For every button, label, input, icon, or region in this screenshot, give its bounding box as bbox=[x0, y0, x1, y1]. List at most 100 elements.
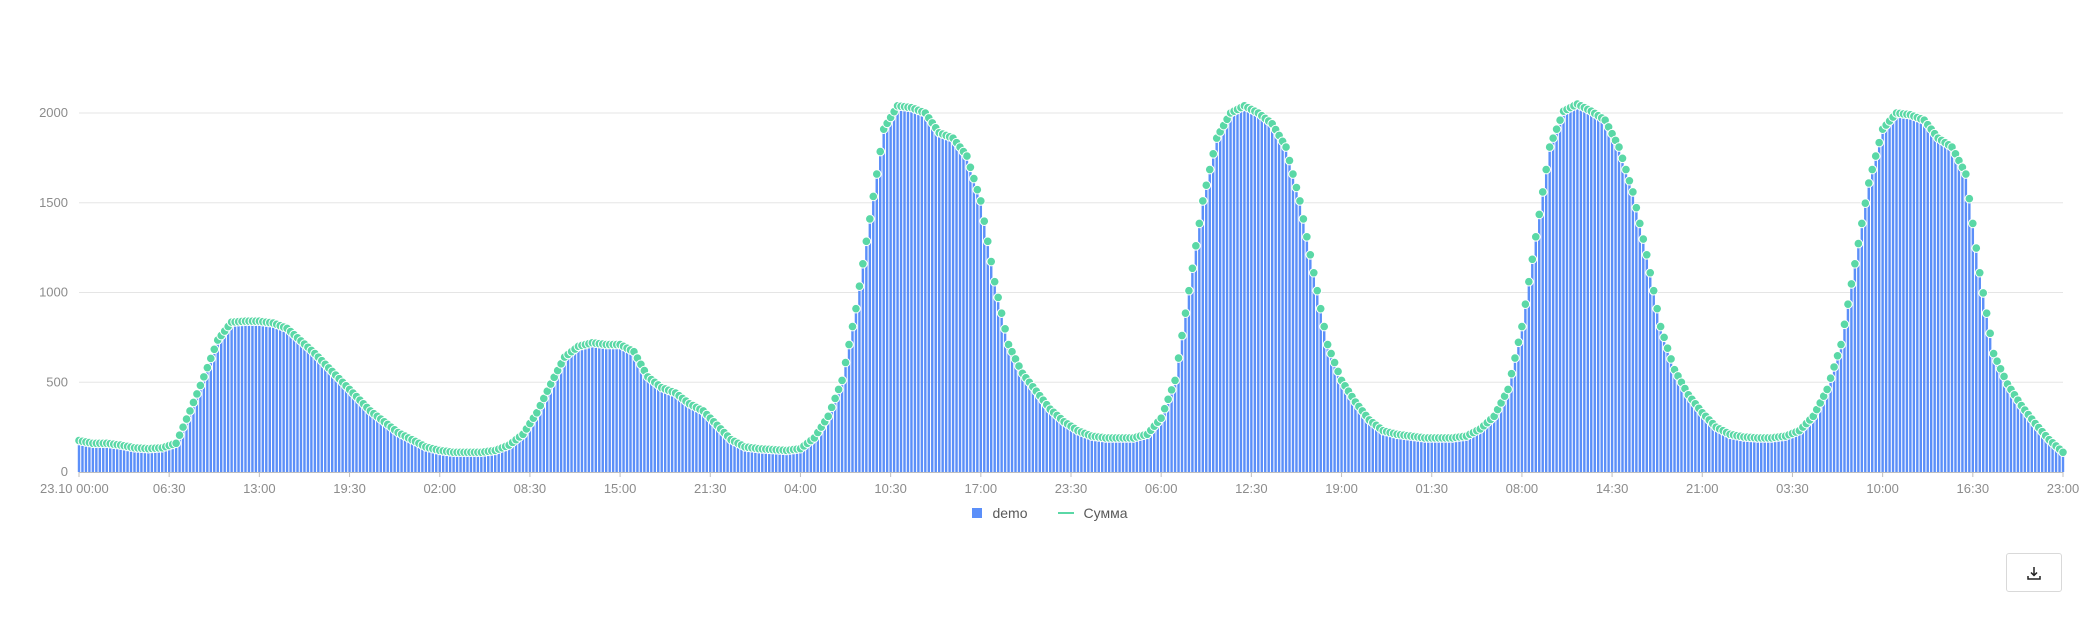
point bbox=[1628, 187, 1638, 197]
bar bbox=[566, 356, 570, 472]
bar bbox=[688, 405, 691, 472]
bar bbox=[1652, 292, 1655, 472]
bar bbox=[1909, 116, 1912, 472]
bar bbox=[1763, 439, 1766, 472]
bar bbox=[226, 329, 230, 472]
x-tick-label: 02:00 bbox=[423, 481, 456, 496]
bar bbox=[830, 409, 833, 472]
bar bbox=[1257, 114, 1260, 473]
bar bbox=[237, 323, 240, 472]
bar bbox=[341, 384, 344, 472]
point bbox=[982, 236, 993, 247]
bar bbox=[1683, 390, 1687, 472]
bar bbox=[1336, 373, 1340, 472]
point bbox=[1194, 218, 1205, 229]
bar bbox=[1642, 240, 1645, 472]
bar bbox=[296, 339, 299, 472]
bar bbox=[1534, 238, 1537, 472]
bar bbox=[306, 349, 310, 472]
bar bbox=[1874, 157, 1877, 472]
bar bbox=[1832, 368, 1836, 472]
bar bbox=[1080, 433, 1083, 472]
point bbox=[1298, 214, 1309, 224]
point bbox=[199, 372, 209, 382]
bar bbox=[580, 347, 584, 472]
bar bbox=[660, 389, 663, 472]
bar bbox=[910, 109, 913, 472]
bar bbox=[1194, 247, 1198, 472]
point bbox=[1843, 299, 1853, 309]
bar bbox=[1860, 225, 1864, 472]
bar bbox=[1597, 117, 1600, 473]
legend-item-demo[interactable]: demo bbox=[972, 505, 1028, 521]
point bbox=[1548, 133, 1558, 143]
bar bbox=[1808, 421, 1812, 472]
bar bbox=[1551, 139, 1555, 473]
bar bbox=[1798, 432, 1801, 472]
bar bbox=[195, 395, 199, 472]
bar bbox=[1139, 437, 1142, 472]
bar bbox=[1600, 119, 1603, 472]
bar bbox=[462, 454, 466, 472]
bar bbox=[587, 345, 591, 472]
bar bbox=[1087, 436, 1090, 472]
bar bbox=[1153, 428, 1156, 472]
bar bbox=[1676, 377, 1680, 472]
bar bbox=[209, 360, 213, 472]
point bbox=[1315, 303, 1326, 314]
bar bbox=[251, 323, 254, 472]
bar bbox=[1631, 193, 1635, 472]
bar bbox=[2058, 450, 2061, 472]
bar bbox=[1159, 419, 1163, 472]
y-axis: 0 500 1000 1500 2000 bbox=[39, 105, 68, 479]
bar bbox=[906, 108, 910, 473]
bar bbox=[414, 443, 417, 472]
bar bbox=[1950, 148, 1954, 472]
bar bbox=[1877, 144, 1881, 472]
bar bbox=[292, 336, 296, 472]
bar bbox=[1267, 122, 1270, 472]
bar bbox=[1312, 274, 1316, 472]
bar bbox=[244, 323, 247, 472]
bar bbox=[698, 410, 702, 472]
bar bbox=[1818, 404, 1822, 472]
bar bbox=[1132, 439, 1135, 472]
bar bbox=[1409, 437, 1413, 472]
point bbox=[1638, 234, 1649, 244]
bar bbox=[594, 345, 598, 472]
bar bbox=[126, 448, 129, 472]
point bbox=[1614, 142, 1624, 152]
bar bbox=[1558, 121, 1562, 472]
bar bbox=[1423, 439, 1427, 472]
bar bbox=[1232, 113, 1236, 472]
bar bbox=[324, 366, 327, 472]
point bbox=[1312, 285, 1323, 296]
point bbox=[1180, 308, 1191, 318]
bar bbox=[2016, 401, 2020, 472]
legend-item-sum[interactable]: Сумма bbox=[1057, 505, 1128, 521]
bar bbox=[1770, 439, 1773, 472]
bar bbox=[320, 362, 324, 472]
point bbox=[1170, 375, 1180, 386]
bar bbox=[1170, 391, 1173, 472]
bar bbox=[806, 445, 809, 472]
bar bbox=[1465, 437, 1468, 472]
bar bbox=[1486, 424, 1489, 472]
series-sum-points bbox=[74, 99, 2068, 458]
point bbox=[1648, 285, 1659, 296]
point bbox=[1541, 164, 1551, 175]
bar bbox=[81, 443, 84, 472]
bar bbox=[1437, 439, 1440, 472]
bar bbox=[1624, 171, 1628, 472]
bar bbox=[892, 113, 896, 472]
bar bbox=[202, 378, 206, 472]
bar bbox=[133, 449, 136, 472]
bar bbox=[317, 358, 320, 472]
bar bbox=[1021, 375, 1024, 472]
download-button[interactable] bbox=[2006, 553, 2062, 592]
x-tick-label: 15:00 bbox=[604, 481, 637, 496]
bar bbox=[511, 444, 514, 472]
bar bbox=[1173, 382, 1177, 472]
bar bbox=[171, 446, 174, 472]
bar bbox=[573, 350, 577, 472]
